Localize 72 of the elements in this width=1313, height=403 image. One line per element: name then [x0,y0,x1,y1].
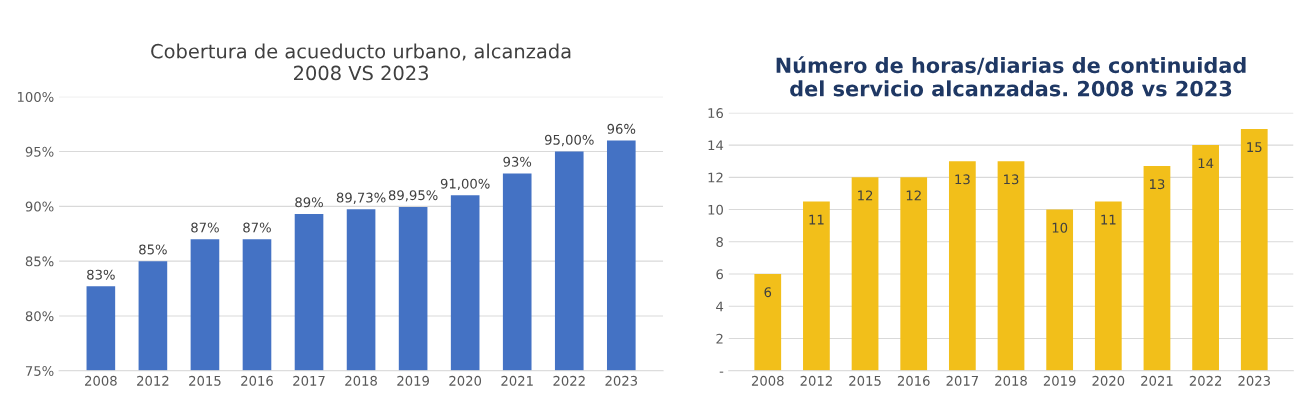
y-tick-label: 14 [708,140,724,151]
chart-title: Cobertura de acueducto urbano, alcanzada 2008 VS 2023 [151,43,571,81]
bar [754,274,782,371]
x-tick-label: 2015 [189,375,221,386]
data-label: 85% [139,244,167,255]
chart-title: Número de horas/diarias de continuidad del servicio alcanzadas. 2008 vs 2023 [776,56,1246,97]
bar [900,177,928,371]
x-tick-label: 2012 [137,375,169,386]
x-tick-label: 2016 [241,375,273,386]
bar [851,177,879,371]
y-tick-label: 100% [17,91,54,102]
x-tick-label: 2023 [1238,375,1270,386]
data-label: 6 [764,287,772,298]
x-tick-label: 2008 [751,375,784,386]
data-label: 11 [1101,214,1116,225]
bar [1046,209,1074,371]
bar [1192,145,1219,371]
y-tick-label: 2 [716,333,723,344]
x-tick-label: 2017 [946,375,979,386]
bar [803,201,830,371]
data-label: 10 [1052,222,1068,233]
data-label: 12 [906,190,921,201]
x-tick-label: 2018 [345,375,377,386]
data-label: 91,00% [440,178,490,190]
bar [997,161,1025,371]
y-tick-label: 12 [708,172,723,183]
data-label: 12 [858,190,873,201]
y-tick-label: 75% [25,365,54,376]
data-label: 87% [191,222,219,233]
data-label: 89% [295,197,323,208]
data-label: 83% [87,269,115,280]
x-tick-label: 2020 [1092,375,1125,386]
x-tick-label: 2021 [501,375,533,386]
bar [1240,128,1268,371]
data-label: 87% [243,222,271,233]
data-label: 13 [1004,174,1019,185]
x-tick-label: 2008 [85,375,117,386]
x-tick-label: 2020 [449,375,482,386]
bar [1143,166,1171,371]
x-tick-label: 2015 [849,375,881,386]
y-tick-label: 8 [716,237,723,247]
y-tick-label: 10 [708,204,723,215]
x-tick-label: 2017 [293,375,325,386]
y-tick-label: - [719,371,724,373]
y-tick-label: 95% [25,146,54,157]
x-tick-label: 2021 [1141,375,1173,386]
bar [948,161,976,371]
y-tick-label: 80% [25,311,54,322]
x-tick-label: 2019 [1043,375,1076,386]
y-tick-label: 85% [25,256,54,267]
y-tick-label: 6 [716,269,724,280]
data-label: 14 [1198,158,1214,168]
data-label: 93% [503,156,532,167]
x-tick-label: 2023 [605,375,638,386]
data-label: 95,00% [544,134,594,147]
x-tick-label: 2019 [397,375,429,386]
x-tick-label: 2012 [800,375,832,386]
x-tick-label: 2022 [1189,375,1222,386]
bar [1094,201,1122,371]
data-label: 13 [1150,179,1165,190]
data-label: 96% [607,123,636,134]
data-label: 11 [809,214,824,225]
x-tick-label: 2016 [897,375,930,386]
y-tick-label: 16 [708,108,724,119]
data-label: 89,95% [388,190,438,202]
y-tick-label: 90% [25,201,54,212]
data-label: 15 [1247,142,1262,153]
x-tick-label: 2018 [995,375,1027,386]
x-tick-label: 2022 [553,375,585,386]
data-label: 13 [955,174,970,185]
y-tick-label: 4 [716,301,724,312]
data-label: 89,73% [336,192,386,204]
